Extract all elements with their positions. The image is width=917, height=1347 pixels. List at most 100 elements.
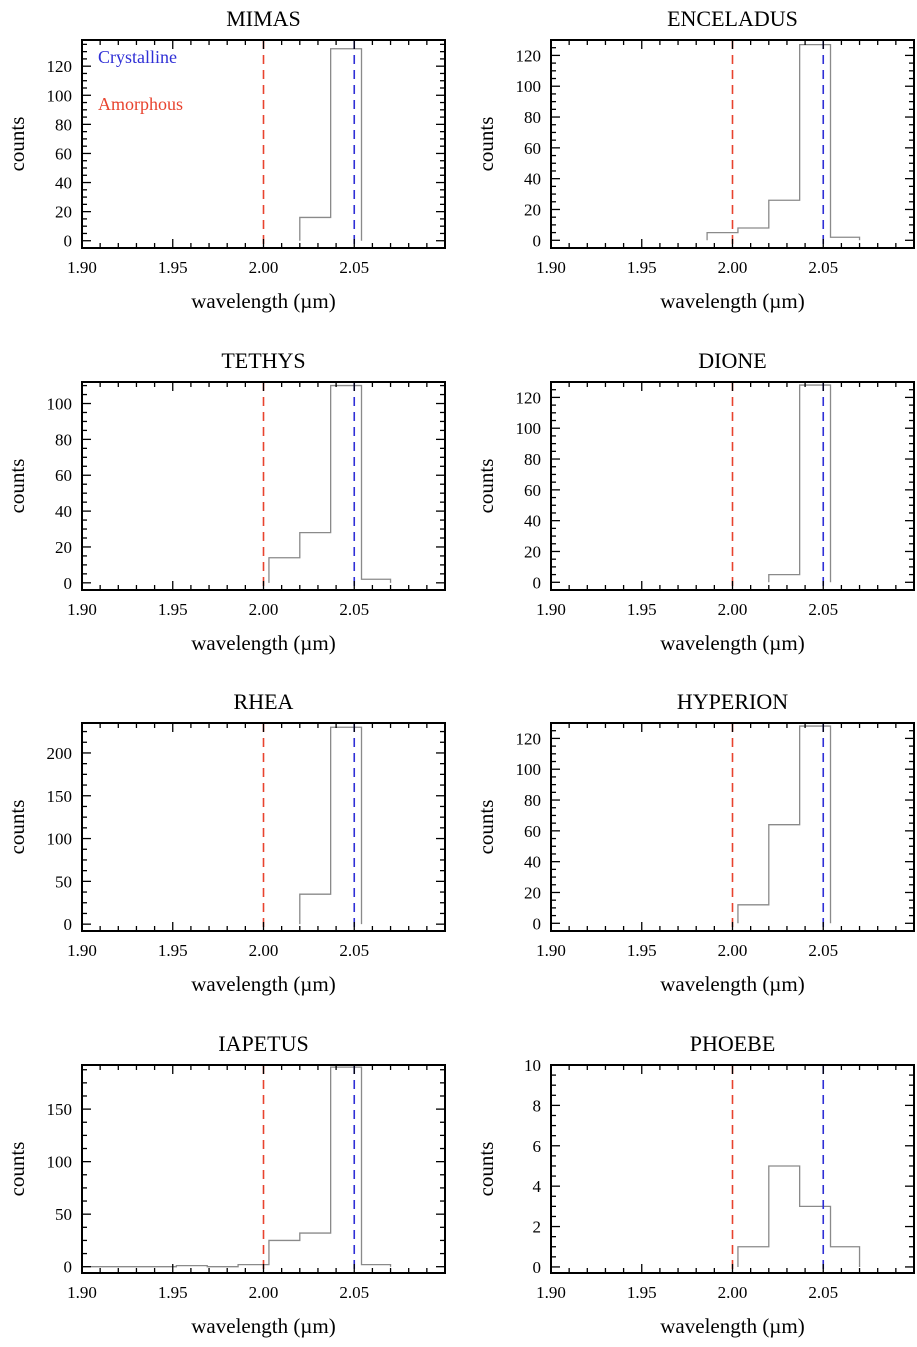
y-tick-label: 0 xyxy=(64,232,73,251)
y-tick-label: 150 xyxy=(47,1100,73,1119)
y-tick-label: 4 xyxy=(533,1177,542,1196)
y-tick-label: 100 xyxy=(516,419,542,438)
x-axis-label: wavelength (µm) xyxy=(191,1314,335,1338)
x-tick-label: 2.00 xyxy=(718,258,748,277)
panel-mimas: MIMAS 1.90 1.95 2.00 2.05 0 20 40 60 80 100 120 wave… xyxy=(5,6,446,313)
panel-title: DIONE xyxy=(698,348,766,373)
y-tick-label: 40 xyxy=(55,174,72,193)
y-axis-label: counts xyxy=(474,117,498,172)
histogram-bar xyxy=(738,1247,769,1267)
x-tick-label: 1.95 xyxy=(627,941,657,960)
histogram-bar xyxy=(769,825,800,924)
x-tick-label: 2.00 xyxy=(249,600,279,619)
panel-hyperion: HYPERION 1.90 1.95 2.00 2.05 0 20 40 60 80 100 120 w… xyxy=(474,689,915,996)
y-tick-label: 40 xyxy=(524,853,541,872)
y-tick-label: 120 xyxy=(516,388,542,407)
x-tick-label: 2.05 xyxy=(339,941,369,960)
histogram-line xyxy=(768,384,832,583)
histogram-bar xyxy=(738,228,769,240)
x-axis-label: wavelength (µm) xyxy=(660,1314,804,1338)
histogram-bar xyxy=(362,1265,391,1267)
histogram-bar xyxy=(331,1067,362,1267)
y-tick-label: 80 xyxy=(524,108,541,127)
x-tick-label: 2.05 xyxy=(339,1283,369,1302)
panel-title: RHEA xyxy=(234,689,294,714)
x-tick-label: 1.95 xyxy=(158,600,188,619)
y-tick-label: 0 xyxy=(533,231,542,250)
x-tick-label: 1.90 xyxy=(536,1283,566,1302)
y-tick-label: 100 xyxy=(47,1153,73,1172)
y-axis-label: counts xyxy=(5,117,29,172)
y-tick-label: 150 xyxy=(47,787,73,806)
y-axis-label: counts xyxy=(5,459,29,514)
y-tick-label: 0 xyxy=(64,574,73,593)
histogram-bar xyxy=(300,217,331,240)
x-axis-label: wavelength (µm) xyxy=(191,972,335,996)
panel-title: ENCELADUS xyxy=(667,6,798,31)
x-tick-label: 2.00 xyxy=(249,258,279,277)
x-axis-label: wavelength (µm) xyxy=(191,289,335,313)
x-tick-label: 1.90 xyxy=(536,258,566,277)
y-tick-label: 0 xyxy=(533,1258,542,1277)
y-tick-label: 6 xyxy=(533,1137,542,1156)
y-tick-label: 60 xyxy=(524,139,541,158)
y-tick-label: 0 xyxy=(64,915,73,934)
histogram-bar xyxy=(738,905,769,923)
y-tick-label: 100 xyxy=(516,760,542,779)
histogram-bar xyxy=(300,1233,331,1267)
histogram-bar xyxy=(176,1266,207,1267)
legend-amorphous: Amorphous xyxy=(98,94,183,114)
y-tick-label: 20 xyxy=(55,538,72,557)
x-tick-label: 1.95 xyxy=(627,600,657,619)
y-tick-label: 100 xyxy=(47,86,73,105)
histogram-bar xyxy=(331,49,362,241)
y-tick-label: 50 xyxy=(55,1205,72,1224)
x-tick-label: 1.95 xyxy=(158,941,188,960)
x-tick-label: 2.05 xyxy=(339,600,369,619)
panel-enceladus: ENCELADUS 1.90 1.95 2.00 2.05 0 20 40 60 80 100 120… xyxy=(474,6,915,313)
y-tick-label: 100 xyxy=(47,830,73,849)
panel-dione: DIONE 1.90 1.95 2.00 2.05 0 20 40 60 80 100 120 wave… xyxy=(474,348,915,655)
histogram-line xyxy=(706,43,861,241)
y-tick-label: 80 xyxy=(524,450,541,469)
y-tick-label: 50 xyxy=(55,872,72,891)
x-tick-label: 1.90 xyxy=(67,258,97,277)
histogram-bar xyxy=(800,385,831,582)
histogram-bar xyxy=(362,579,391,583)
histogram-bar xyxy=(331,386,362,583)
y-tick-label: 60 xyxy=(524,822,541,841)
panel-tethys: TETHYS 1.90 1.95 2.00 2.05 0 20 40 60 80 100 wavele… xyxy=(5,348,446,655)
x-axis-label: wavelength (µm) xyxy=(191,631,335,655)
y-tick-label: 40 xyxy=(55,502,72,521)
x-tick-label: 1.90 xyxy=(67,1283,97,1302)
panel-rhea: RHEA 1.90 1.95 2.00 2.05 0 50 100 150 200 waveleng… xyxy=(5,689,446,996)
histogram-bar xyxy=(800,45,831,241)
x-tick-label: 1.95 xyxy=(627,1283,657,1302)
histogram-bar xyxy=(769,575,800,583)
histogram-line xyxy=(82,1066,392,1268)
panel-title: PHOEBE xyxy=(690,1031,776,1056)
y-axis-label: counts xyxy=(474,459,498,514)
x-tick-label: 1.95 xyxy=(158,1283,188,1302)
panel-title: HYPERION xyxy=(677,689,788,714)
x-tick-label: 1.95 xyxy=(158,258,188,277)
y-tick-label: 60 xyxy=(55,144,72,163)
y-tick-label: 120 xyxy=(47,57,73,76)
y-tick-label: 120 xyxy=(516,729,542,748)
histogram-line xyxy=(268,384,392,583)
histogram-bar xyxy=(831,237,860,240)
x-tick-label: 2.05 xyxy=(808,1283,838,1302)
y-tick-label: 0 xyxy=(64,1258,73,1277)
y-tick-label: 10 xyxy=(524,1056,541,1075)
y-tick-label: 2 xyxy=(533,1218,542,1237)
x-tick-label: 1.90 xyxy=(536,941,566,960)
x-axis-label: wavelength (µm) xyxy=(660,972,804,996)
histogram-bar xyxy=(331,727,362,924)
x-tick-label: 1.90 xyxy=(67,600,97,619)
panel-title: MIMAS xyxy=(226,6,301,31)
panel-iapetus: IAPETUS 1.90 1.95 2.00 2.05 0 50 100 150 waveleng… xyxy=(5,1031,446,1338)
y-tick-label: 20 xyxy=(524,883,541,902)
y-tick-label: 20 xyxy=(524,200,541,219)
legend-crystalline: Crystalline xyxy=(98,47,177,67)
